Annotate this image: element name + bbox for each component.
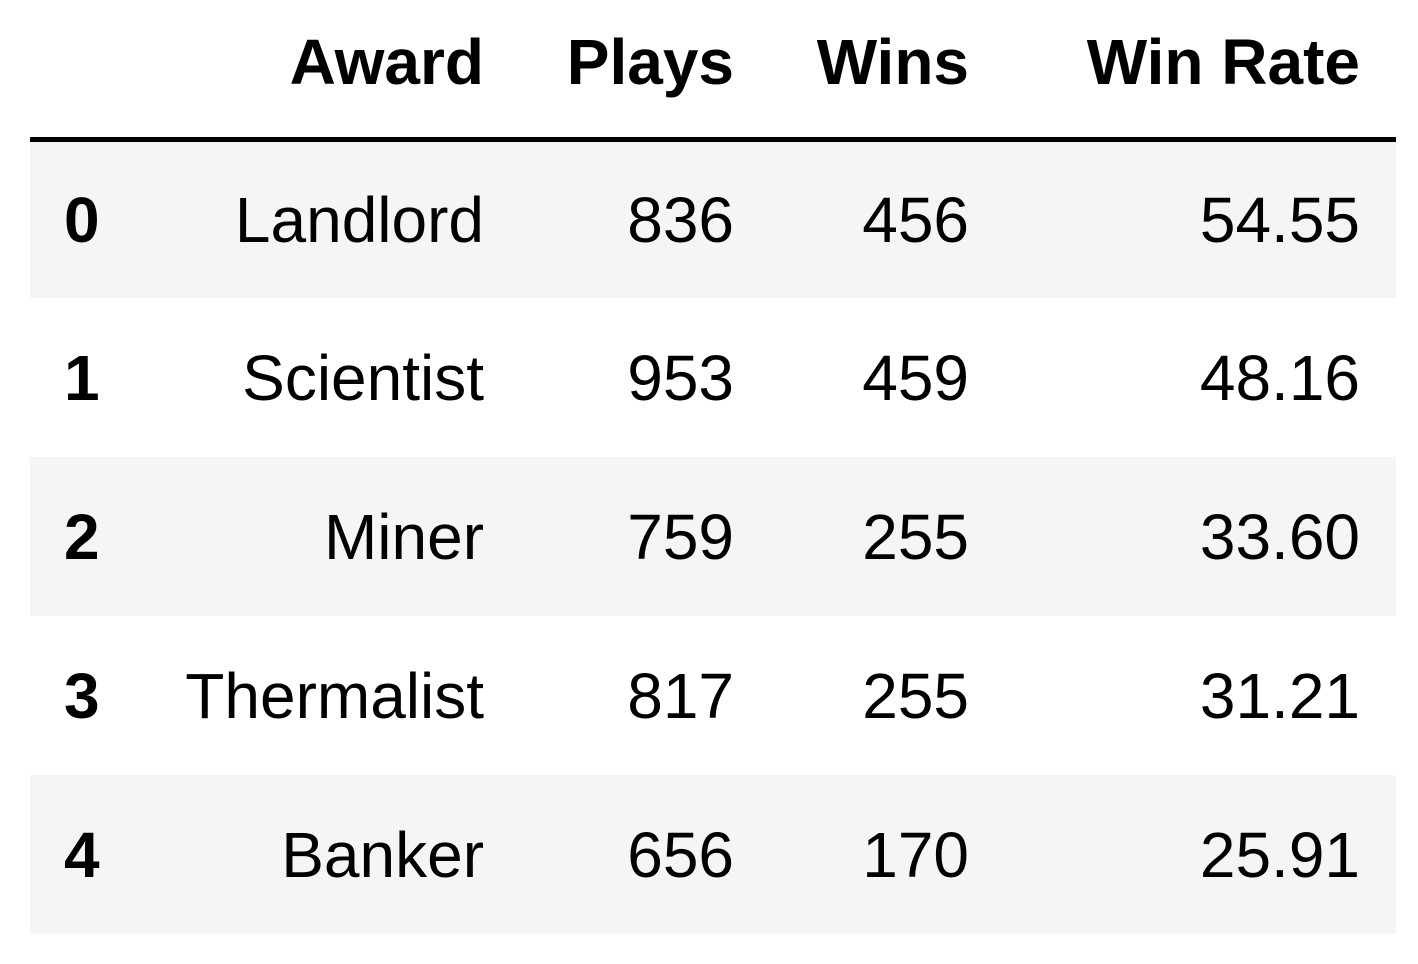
win-rate-cell: 54.55	[1199, 183, 1360, 256]
table-row: 1 Scientist 953 459 48.16	[30, 298, 1396, 457]
win-rate-cell: 48.16	[1199, 341, 1360, 414]
table-header: Award Plays Wins Win Rate	[30, 0, 1396, 142]
win-rate-cell: 31.21	[1199, 659, 1360, 732]
table-body: 0 Landlord 836 456 54.55 1 Scientist 953…	[30, 139, 1396, 934]
award-cell: Scientist	[242, 341, 484, 414]
plays-cell: 836	[627, 183, 734, 256]
wins-cell: 170	[862, 818, 969, 891]
plays-column-header: Plays	[520, 0, 770, 142]
plays-cell: 759	[627, 500, 734, 573]
dataframe-table: Award Plays Wins Win Rate 0 Landlord 836…	[30, 0, 1396, 934]
plays-cell: 953	[627, 341, 734, 414]
win-rate-cell: 25.91	[1199, 818, 1360, 891]
dataframe-table-container: Award Plays Wins Win Rate 0 Landlord 836…	[30, 0, 1396, 934]
table-row: 0 Landlord 836 456 54.55	[30, 139, 1396, 298]
award-cell: Miner	[323, 500, 484, 573]
row-index: 3	[64, 659, 100, 732]
index-column-header	[30, 0, 150, 142]
row-index: 4	[64, 818, 100, 891]
wins-column-header: Wins	[770, 0, 1005, 142]
wins-cell: 456	[862, 183, 969, 256]
row-index: 1	[64, 341, 100, 414]
plays-cell: 656	[627, 818, 734, 891]
award-cell: Thermalist	[185, 659, 484, 732]
table-row: 4 Banker 656 170 25.91	[30, 775, 1396, 934]
plays-cell: 817	[627, 659, 734, 732]
table-row: 2 Miner 759 255 33.60	[30, 457, 1396, 616]
award-column-header: Award	[150, 0, 520, 142]
wins-cell: 459	[862, 341, 969, 414]
wins-cell: 255	[862, 500, 969, 573]
win-rate-column-header: Win Rate	[1005, 0, 1396, 142]
award-cell: Landlord	[234, 183, 484, 256]
win-rate-cell: 33.60	[1199, 500, 1360, 573]
wins-cell: 255	[862, 659, 969, 732]
header-row: Award Plays Wins Win Rate	[30, 0, 1396, 142]
table-row: 3 Thermalist 817 255 31.21	[30, 616, 1396, 775]
row-index: 2	[64, 500, 100, 573]
award-cell: Banker	[281, 818, 484, 891]
row-index: 0	[64, 183, 100, 256]
